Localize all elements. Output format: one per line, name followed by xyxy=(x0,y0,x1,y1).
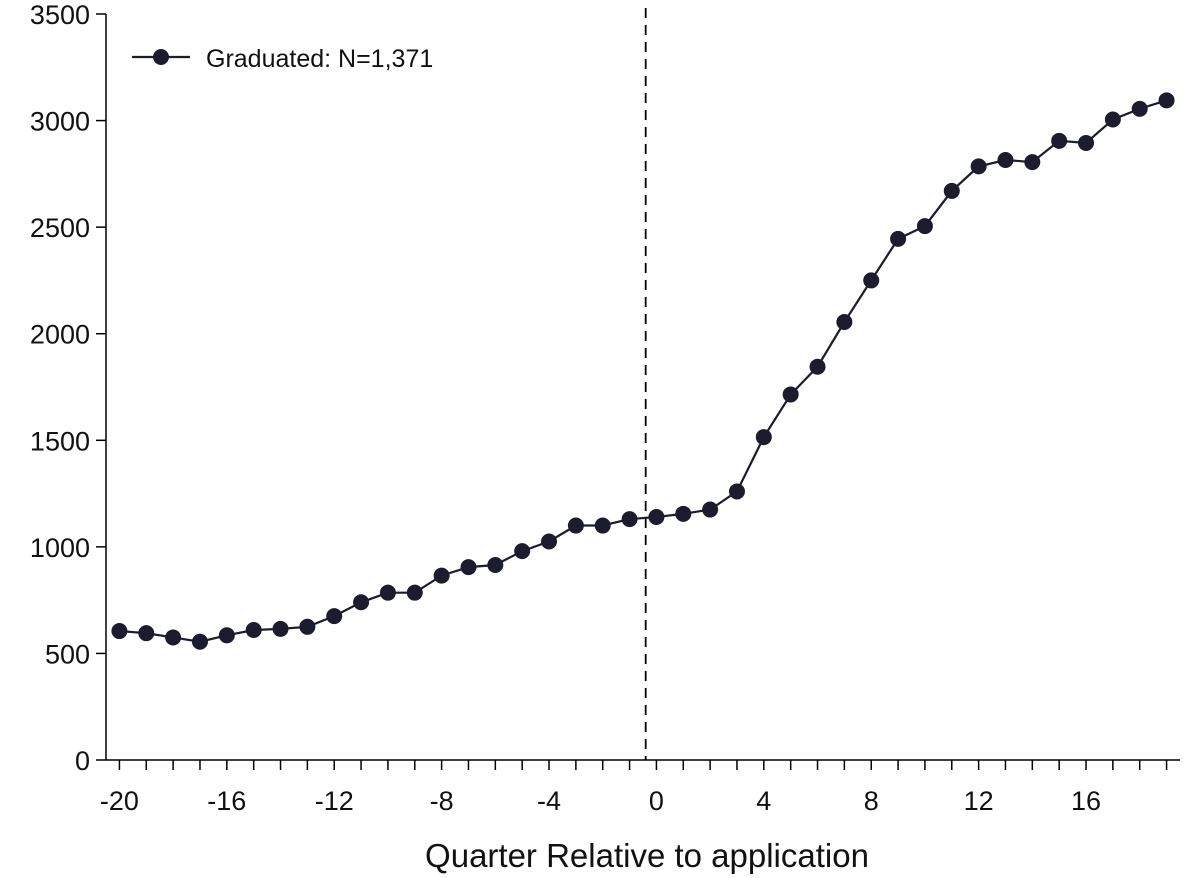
data-point xyxy=(863,272,880,289)
legend-series-marker xyxy=(153,49,169,65)
x-tick-label: 12 xyxy=(964,786,994,816)
data-point xyxy=(406,584,423,601)
x-tick-label: -12 xyxy=(315,786,354,816)
data-point xyxy=(245,621,262,638)
y-tick-label: 0 xyxy=(75,746,90,776)
x-tick-label: -16 xyxy=(207,786,246,816)
y-tick-label: 2000 xyxy=(30,320,90,350)
x-axis-title: Quarter Relative to application xyxy=(425,837,869,874)
data-point xyxy=(970,158,987,175)
data-point xyxy=(702,501,719,518)
series-line xyxy=(119,99,1167,643)
data-point xyxy=(541,533,558,550)
axes xyxy=(105,14,1180,761)
data-point xyxy=(890,230,907,247)
x-tick-label: -8 xyxy=(430,786,454,816)
data-point xyxy=(138,625,155,642)
data-point xyxy=(916,218,933,235)
data-point xyxy=(353,594,370,611)
y-tick-label: 1500 xyxy=(30,426,90,456)
data-point xyxy=(299,618,316,635)
data-point xyxy=(755,429,772,446)
data-point xyxy=(379,584,396,601)
x-tick-label: 4 xyxy=(756,786,771,816)
data-point xyxy=(1051,132,1068,149)
data-point xyxy=(1024,154,1041,171)
data-point xyxy=(1078,134,1095,151)
data-point xyxy=(487,556,504,573)
data-point xyxy=(218,627,235,644)
data-point xyxy=(567,517,584,534)
data-point xyxy=(460,559,477,576)
x-tick-label: -4 xyxy=(537,786,561,816)
data-point xyxy=(514,543,531,560)
y-tick-label: 2500 xyxy=(30,213,90,243)
y-tick-label: 3500 xyxy=(30,0,90,30)
data-point xyxy=(191,633,208,650)
y-axis-ticks: 0 500 1000 1500 2000 2500 3000 3500 xyxy=(30,0,106,776)
data-point xyxy=(648,509,665,526)
data-point xyxy=(272,620,289,637)
legend: Graduated: N=1,371 xyxy=(132,45,433,73)
data-point xyxy=(836,313,853,330)
data-point xyxy=(433,567,450,584)
x-tick-label: 16 xyxy=(1071,786,1101,816)
data-point xyxy=(111,623,128,640)
data-point xyxy=(1158,92,1175,109)
data-point xyxy=(809,358,826,375)
x-axis-ticks: -20 -16 -12 -8 -4 0 4 8 12 16 xyxy=(100,760,1168,816)
data-point xyxy=(943,182,960,199)
data-point xyxy=(326,608,343,625)
y-tick-label: 500 xyxy=(45,639,90,669)
y-tick-label: 1000 xyxy=(30,533,90,563)
x-tick-label: 0 xyxy=(649,786,664,816)
data-point xyxy=(165,629,182,646)
series-layer xyxy=(111,92,1175,650)
y-tick-label: 3000 xyxy=(30,107,90,137)
legend-label: Graduated: N=1,371 xyxy=(206,45,433,73)
data-point xyxy=(621,511,638,528)
x-tick-label: 8 xyxy=(864,786,879,816)
data-point xyxy=(1131,100,1148,117)
data-point xyxy=(1104,111,1121,128)
x-tick-label: -20 xyxy=(100,786,139,816)
data-point xyxy=(782,386,799,403)
data-point xyxy=(594,517,611,534)
data-point xyxy=(728,483,745,500)
data-point xyxy=(997,152,1014,169)
data-point xyxy=(675,505,692,522)
